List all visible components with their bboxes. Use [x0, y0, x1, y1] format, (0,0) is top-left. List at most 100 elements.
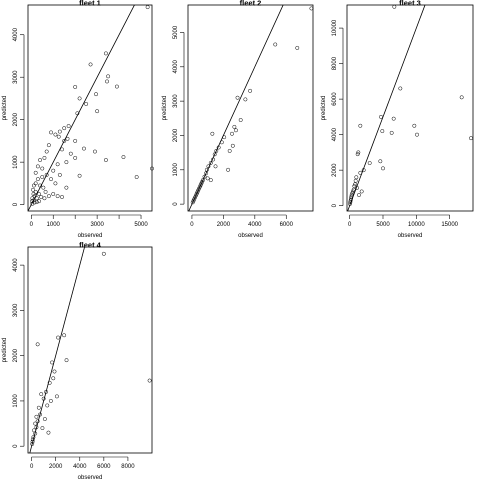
x-tick-label: 2000 — [217, 222, 231, 228]
y-tick-label: 3000 — [173, 94, 179, 108]
data-point — [31, 435, 36, 440]
data-point — [398, 86, 403, 91]
panel-title: fleet 1 — [79, 0, 101, 8]
data-point — [145, 5, 150, 10]
data-point — [37, 199, 41, 204]
data-point — [391, 116, 396, 121]
data-point — [214, 148, 219, 153]
data-point — [358, 123, 363, 128]
x-tick-label: 4000 — [248, 222, 262, 228]
data-point — [48, 398, 53, 403]
data-point — [47, 380, 52, 385]
y-axis-label: predicted — [162, 96, 168, 121]
x-tick-label: 4000 — [73, 464, 87, 470]
data-point — [64, 358, 69, 363]
data-point — [208, 160, 213, 165]
data-point — [235, 95, 240, 100]
plot-frame — [346, 4, 474, 212]
data-point — [55, 194, 60, 199]
data-point — [30, 201, 35, 206]
reference-line — [29, 247, 85, 453]
data-point — [355, 152, 360, 157]
data-point — [73, 155, 78, 160]
data-point — [230, 131, 234, 136]
data-point — [378, 159, 383, 164]
data-point — [114, 84, 119, 89]
data-point — [392, 4, 397, 9]
data-point — [202, 174, 207, 179]
data-point — [35, 177, 40, 182]
reference-line — [28, 5, 135, 211]
data-point — [103, 158, 108, 162]
data-point — [248, 88, 253, 93]
x-axis-label: observed — [398, 233, 423, 239]
y-tick-label: 4000 — [332, 127, 338, 141]
data-point — [32, 428, 36, 433]
data-point — [238, 118, 243, 122]
y-tick-label: 0 — [13, 202, 19, 206]
data-point — [42, 417, 47, 421]
data-point — [38, 412, 42, 417]
data-point — [34, 196, 39, 201]
y-tick-label: 1000 — [173, 162, 179, 176]
data-point — [44, 172, 49, 177]
panel-1: fleet 1 observed predicted 0 1000 3000 5000 0 10… — [2, 0, 154, 239]
data-point — [30, 439, 35, 444]
data-point — [459, 95, 464, 100]
data-point — [357, 193, 361, 197]
data-point — [66, 124, 71, 129]
points — [30, 251, 152, 446]
data-point — [42, 196, 47, 201]
data-point — [380, 129, 385, 134]
data-point — [54, 394, 59, 399]
y-axis-label: predicted — [2, 338, 8, 363]
y-tick-label: 2000 — [13, 348, 19, 362]
data-point — [379, 114, 383, 119]
x-axis: 0 1000 3000 5000 — [30, 214, 148, 228]
y-tick-label: 3000 — [13, 70, 19, 84]
points — [30, 5, 154, 206]
x-axis: 0 5000 10000 15000 — [348, 214, 459, 228]
y-tick-label: 0 — [13, 444, 19, 448]
x-tick-label: 8000 — [121, 464, 135, 470]
x-tick-label: 3000 — [90, 222, 104, 228]
x-tick-label: 6000 — [280, 222, 294, 228]
data-point — [206, 164, 211, 169]
data-point — [37, 192, 41, 196]
data-point — [213, 164, 218, 169]
data-point — [31, 192, 36, 196]
x-axis: 0 2000 4000 6000 — [190, 214, 294, 228]
data-point — [106, 74, 111, 79]
data-point — [358, 170, 363, 175]
data-point — [353, 182, 357, 187]
x-tick-label: 0 — [30, 464, 34, 470]
data-point — [33, 170, 38, 175]
data-point — [34, 425, 39, 430]
data-point — [62, 333, 67, 338]
data-point — [352, 184, 357, 189]
x-tick-label: 1000 — [47, 222, 61, 228]
plot-frame — [187, 4, 314, 212]
data-point — [94, 92, 98, 97]
data-point — [46, 430, 51, 435]
y-tick-label: 8000 — [332, 56, 338, 70]
y-tick-label: 0 — [173, 202, 179, 206]
data-point — [31, 187, 35, 192]
data-point — [354, 175, 359, 180]
data-point — [412, 123, 417, 128]
x-tick-label: 0 — [190, 222, 194, 228]
y-axis: 0 1000 2000 3000 4000 — [13, 258, 25, 448]
y-tick-label: 4000 — [13, 258, 19, 272]
data-point — [222, 135, 227, 140]
data-point — [64, 185, 69, 190]
data-point — [55, 162, 60, 167]
data-point — [39, 392, 44, 397]
data-point — [64, 160, 69, 165]
data-point — [60, 147, 64, 152]
reference-line — [188, 5, 284, 211]
data-point — [273, 42, 278, 47]
x-tick-label: 0 — [30, 222, 34, 228]
data-point — [234, 128, 238, 133]
